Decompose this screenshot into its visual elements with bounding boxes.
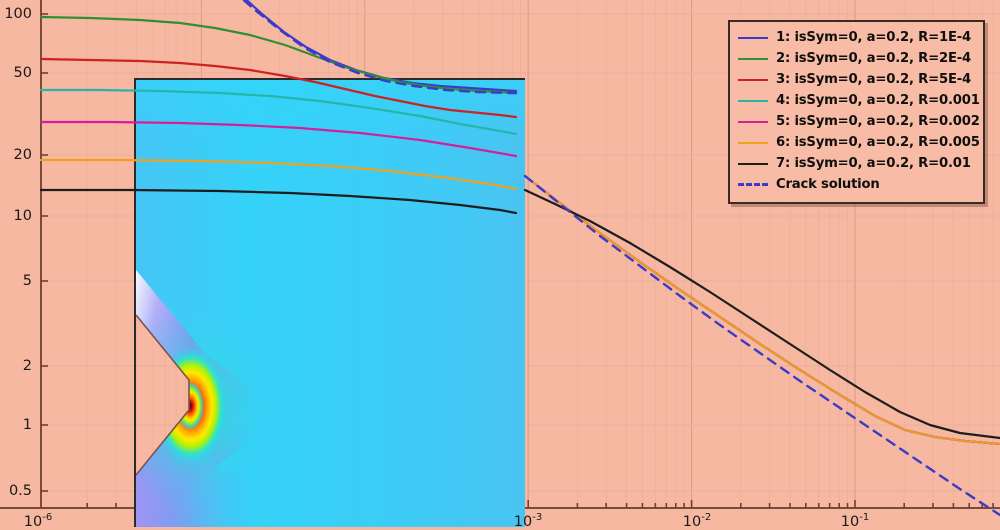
legend-item-label: 4: isSym=0, a=0.2, R=0.001	[776, 93, 980, 108]
y-axis-tick-label: 20	[13, 147, 32, 163]
legend-color-swatch	[738, 120, 768, 123]
series-line	[39, 57, 518, 119]
y-axis-tick-label: 2	[22, 358, 32, 374]
legend-color-swatch	[738, 99, 768, 102]
y-axis-tick-label: 10	[13, 208, 32, 224]
x-axis-tick-label: 10-6	[23, 512, 53, 530]
notch-outline	[136, 314, 190, 476]
x-axis-tick-label: 10-2	[682, 512, 712, 530]
series-line	[39, 158, 518, 191]
legend-color-swatch	[738, 36, 768, 39]
legend-item-8[interactable]: Crack solution	[738, 174, 975, 195]
legend-item-label: 3: isSym=0, a=0.2, R=5E-4	[776, 72, 972, 87]
legend-item-1[interactable]: 1: isSym=0, a=0.2, R=1E-4	[738, 27, 975, 48]
y-axis-tick-label: 5	[22, 273, 32, 289]
series-line-tail	[524, 175, 1000, 445]
legend-item-4[interactable]: 4: isSym=0, a=0.2, R=0.001	[738, 90, 980, 111]
legend-item-label: 6: isSym=0, a=0.2, R=0.005	[776, 135, 980, 150]
legend-item-5[interactable]: 5: isSym=0, a=0.2, R=0.002	[738, 111, 980, 132]
series-line	[39, 120, 518, 158]
y-axis-tick-labels: 100 50 20 10 5 2 1 0.5	[0, 0, 36, 525]
y-axis-tick-label: 0.5	[8, 483, 32, 499]
legend-item-label: 1: isSym=0, a=0.2, R=1E-4	[776, 30, 972, 45]
legend-item-3[interactable]: 3: isSym=0, a=0.2, R=5E-4	[738, 69, 975, 90]
legend-color-swatch	[738, 57, 768, 60]
chart-legend[interactable]: 1: isSym=0, a=0.2, R=1E-4 2: isSym=0, a=0…	[728, 20, 985, 204]
legend-color-swatch	[738, 78, 768, 81]
crack-solution-tail	[523, 174, 1000, 517]
legend-item-2[interactable]: 2: isSym=0, a=0.2, R=2E-4	[738, 48, 975, 69]
stress-field-inset	[134, 78, 525, 527]
legend-color-swatch	[738, 183, 768, 186]
series-line-tail	[523, 188, 1000, 440]
series-line	[241, 0, 518, 95]
legend-item-label: Crack solution	[776, 177, 880, 192]
x-axis-tick-label: 10-3	[513, 512, 543, 530]
legend-item-label: 2: isSym=0, a=0.2, R=2E-4	[776, 51, 972, 66]
series-line	[39, 88, 518, 136]
y-axis-tick-label: 100	[4, 6, 32, 22]
series-line	[39, 188, 518, 215]
legend-item-6[interactable]: 6: isSym=0, a=0.2, R=0.005	[738, 132, 980, 153]
legend-item-label: 7: isSym=0, a=0.2, R=0.01	[776, 156, 971, 171]
legend-color-swatch	[738, 141, 768, 144]
legend-item-label: 5: isSym=0, a=0.2, R=0.002	[776, 114, 980, 129]
legend-item-7[interactable]: 7: isSym=0, a=0.2, R=0.01	[738, 153, 975, 174]
y-axis-tick-label: 1	[22, 417, 32, 433]
stress-field-surface	[136, 80, 525, 527]
legend-color-swatch	[738, 162, 768, 165]
y-axis-tick-label: 50	[13, 65, 32, 81]
x-axis-tick-label: 10-1	[840, 512, 870, 530]
